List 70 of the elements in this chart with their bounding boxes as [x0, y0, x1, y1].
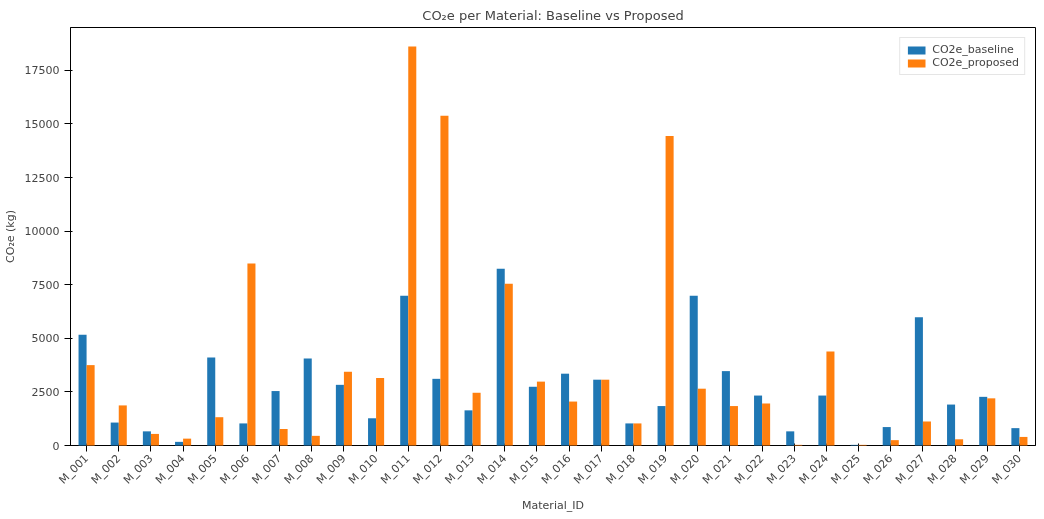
chart-title: CO₂e per Material: Baseline vs Proposed: [422, 7, 684, 23]
y-tick-label: 17500: [24, 64, 60, 78]
bar: [215, 417, 224, 446]
bar: [142, 431, 151, 446]
bar: [890, 440, 899, 446]
bar: [561, 373, 570, 446]
bar: [762, 403, 771, 446]
y-tick-label: 2500: [31, 385, 60, 399]
bar: [150, 433, 159, 446]
bar: [633, 423, 642, 446]
bar: [826, 351, 835, 446]
bar: [496, 268, 505, 446]
bar: [947, 404, 956, 446]
bar: [786, 431, 795, 446]
bar: [955, 439, 964, 446]
y-axis-title: CO₂e (kg): [3, 210, 17, 263]
bar: [528, 386, 537, 446]
bar: [665, 135, 674, 446]
bar: [271, 391, 280, 446]
legend-label: CO2e_baseline: [932, 43, 1014, 56]
bar: [569, 401, 578, 446]
bar: [721, 371, 730, 446]
bar: [914, 317, 923, 446]
bar: [504, 283, 513, 446]
y-tick-label: 15000: [24, 117, 60, 131]
bar: [987, 398, 996, 446]
bar: [922, 421, 931, 446]
bar: [207, 357, 216, 446]
legend-label: CO2e_proposed: [932, 56, 1019, 69]
bar: [239, 423, 248, 446]
bar: [118, 405, 127, 446]
bar: [1019, 436, 1028, 446]
bar: [368, 418, 377, 446]
bar: [335, 384, 344, 446]
bar: [754, 395, 763, 446]
bar: [78, 334, 87, 446]
bar: [247, 263, 256, 446]
bar: [408, 46, 417, 446]
bar: [343, 371, 352, 446]
bar: [464, 410, 473, 446]
bar: [979, 396, 988, 446]
bar: [689, 295, 698, 446]
bar: [657, 406, 666, 446]
bar: [536, 381, 545, 446]
bar: [86, 365, 95, 446]
y-tick-label: 5000: [31, 332, 60, 346]
bar: [440, 115, 449, 446]
bar: [601, 379, 610, 446]
bar: [697, 388, 706, 446]
bar: [376, 377, 385, 446]
y-tick-label: 10000: [24, 225, 60, 239]
bar: [311, 435, 320, 446]
bar: [1011, 428, 1020, 446]
bar: [183, 438, 192, 446]
bar: [175, 441, 184, 446]
bar: [625, 423, 634, 446]
bar: [303, 358, 312, 446]
bar: [279, 428, 288, 446]
bar: [472, 392, 481, 446]
bar: [729, 406, 738, 446]
bar: [593, 379, 602, 446]
bar: [432, 378, 441, 446]
y-tick-label: 7500: [31, 278, 60, 292]
x-axis-title: Material_ID: [522, 499, 584, 513]
y-tick-label: 12500: [24, 171, 60, 185]
bar: [882, 427, 891, 446]
bar: [400, 295, 409, 446]
y-tick-label: 0: [52, 439, 60, 453]
bar: [110, 422, 119, 446]
bar: [818, 395, 827, 446]
